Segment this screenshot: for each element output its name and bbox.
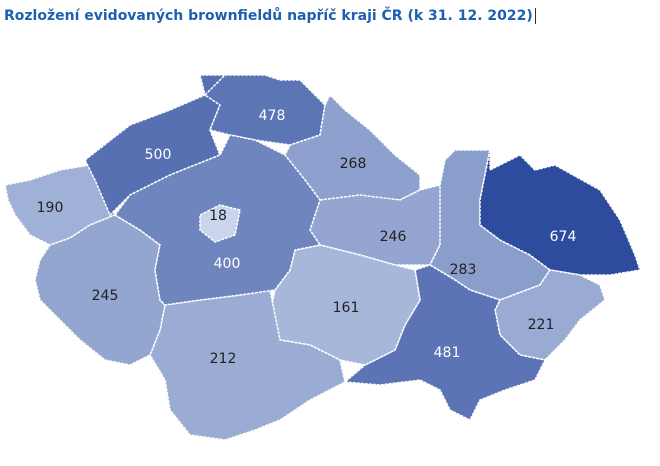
value-label: 245 xyxy=(92,288,119,304)
value-label: 500 xyxy=(145,147,172,163)
value-label: 478 xyxy=(259,108,286,124)
value-label: 18 xyxy=(209,208,227,224)
value-label: 161 xyxy=(333,300,360,316)
value-label: 221 xyxy=(528,317,555,333)
region xyxy=(199,204,241,243)
region xyxy=(4,164,116,246)
value-label: 246 xyxy=(380,229,407,245)
region xyxy=(479,149,641,276)
region xyxy=(34,214,166,366)
region xyxy=(494,269,606,361)
chart-title: Rozložení evidovaných brownfieldů napříč… xyxy=(4,8,536,24)
region xyxy=(84,74,226,217)
value-label: 674 xyxy=(550,229,577,245)
value-label: 283 xyxy=(450,262,477,278)
value-label: 190 xyxy=(37,200,64,216)
value-label: 400 xyxy=(214,256,241,272)
value-label: 481 xyxy=(434,345,461,361)
value-label: 268 xyxy=(340,156,367,172)
value-label: 212 xyxy=(210,351,237,367)
